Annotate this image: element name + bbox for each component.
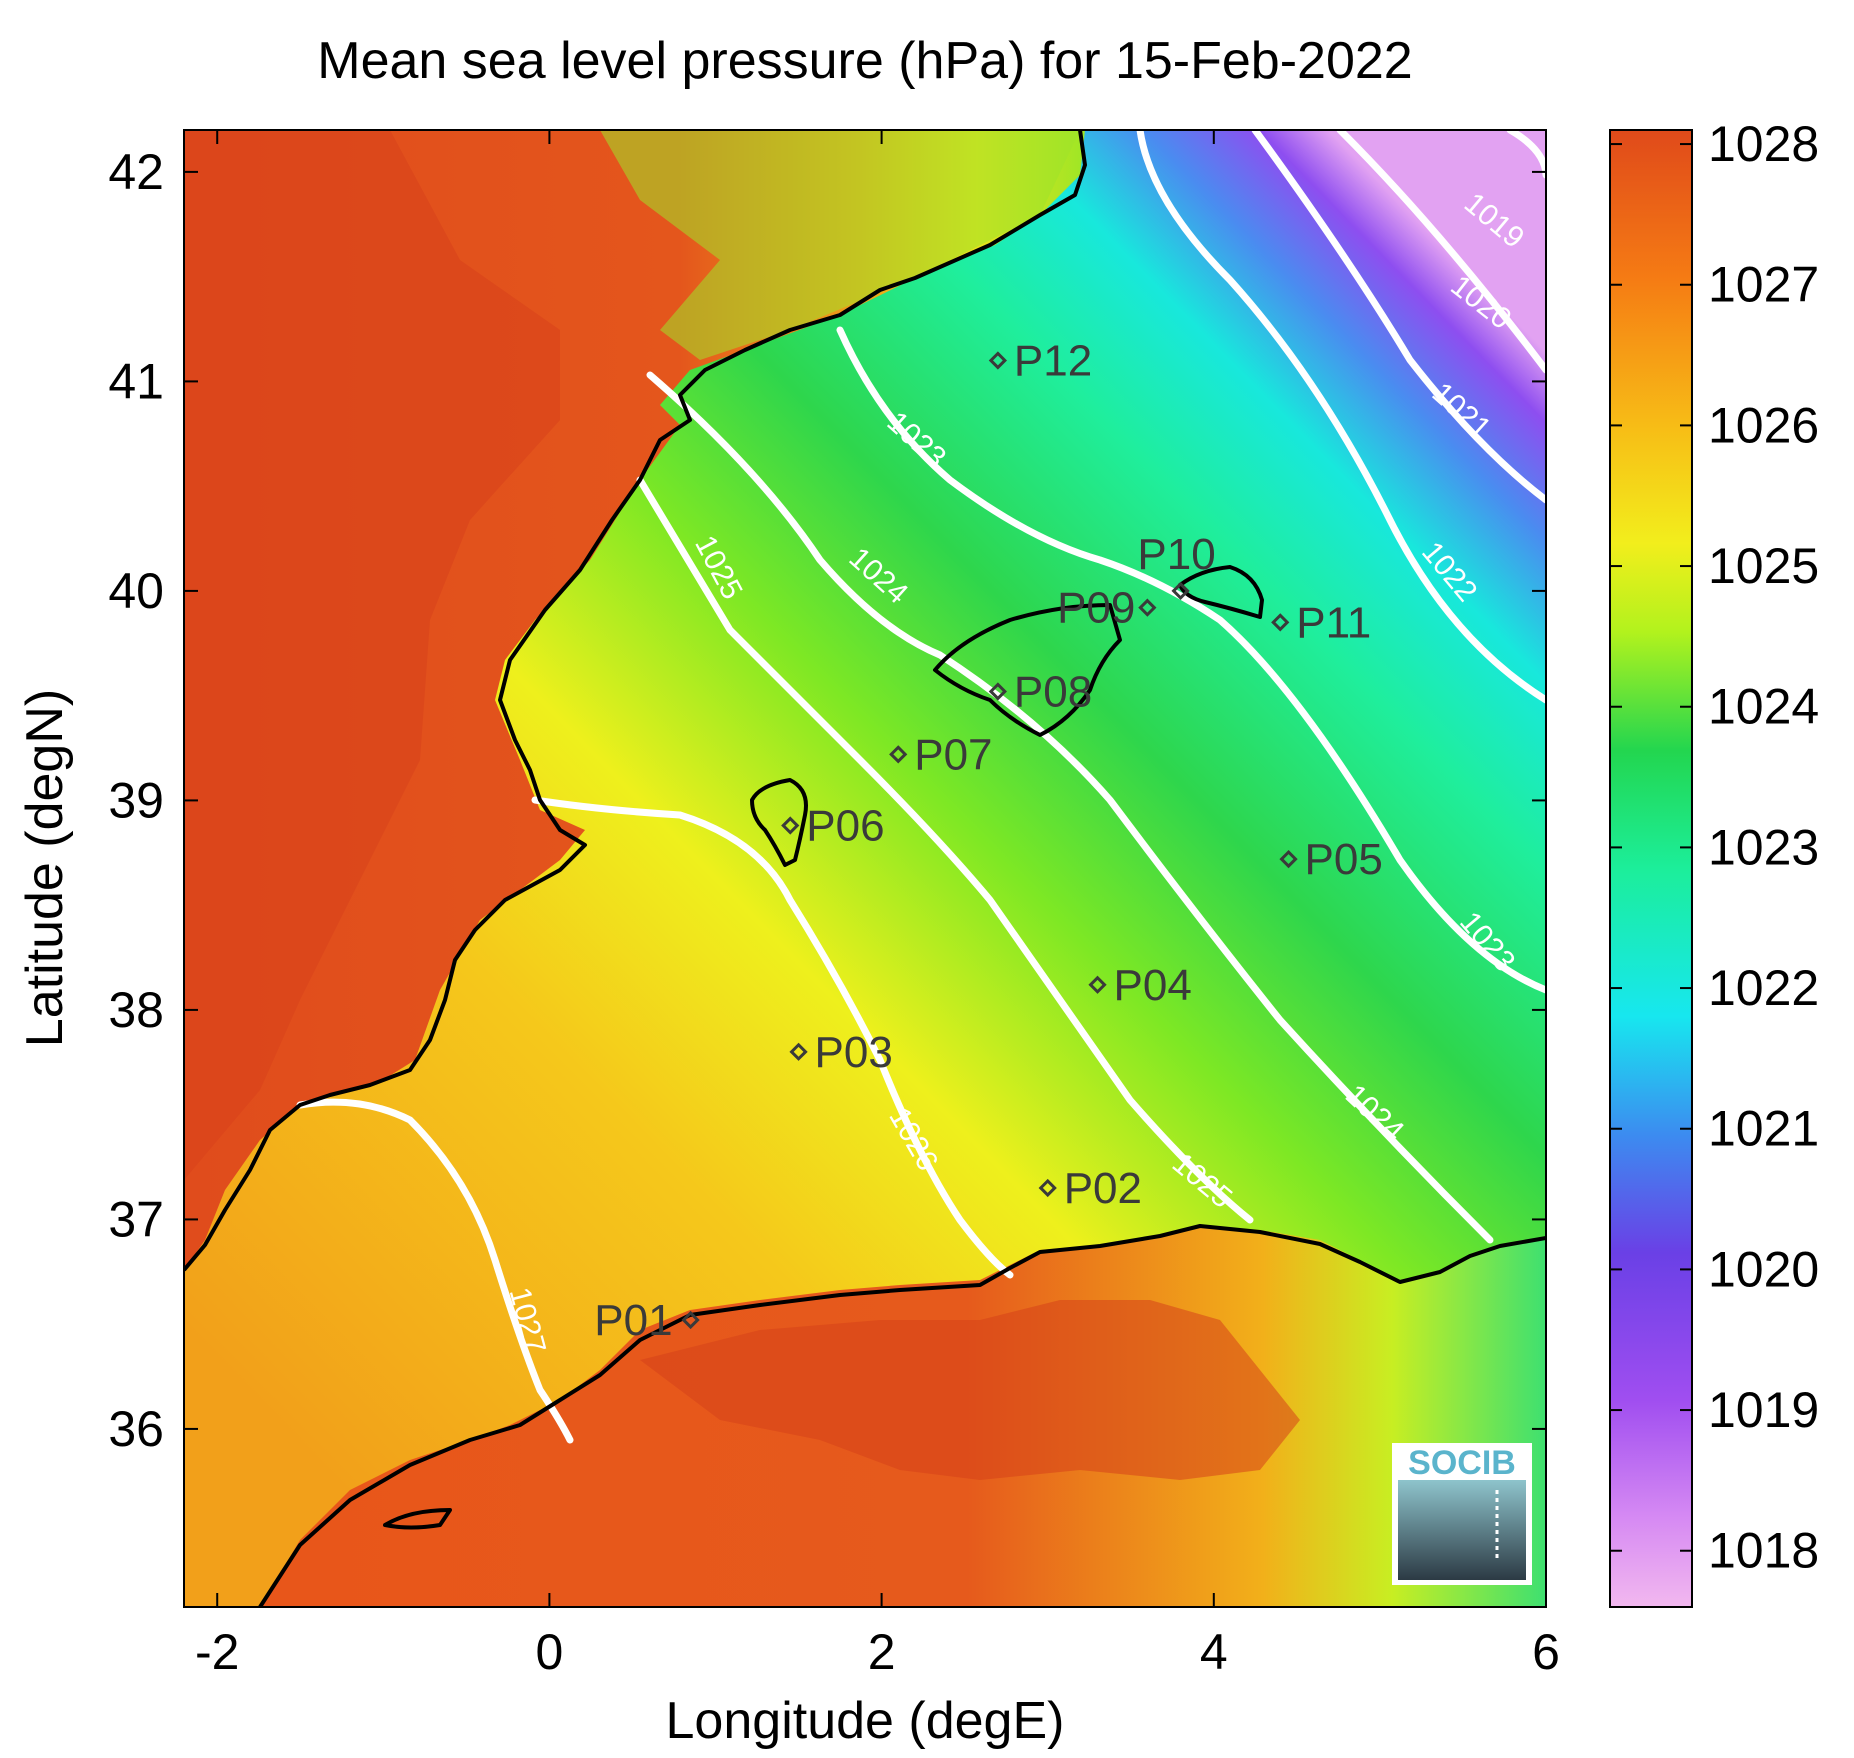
y-tick-label: 41 (108, 353, 164, 409)
coast-menorca (1178, 565, 1264, 619)
isobar-1027 (296, 1098, 574, 1444)
colorbar-tick-label: 1026 (1708, 397, 1819, 453)
coast-ibiza (750, 778, 808, 867)
colorbar: 1018 1019 1020 1021 1022 1023 1024 1025 1026 1027… (1609, 116, 1819, 1608)
station-marker (1271, 613, 1290, 632)
x-axis-label: Longitude (degE) (666, 1692, 1065, 1750)
y-tick-label: 36 (108, 1401, 164, 1457)
colorbar-tick-label: 1024 (1708, 679, 1819, 735)
station-label: P06 (806, 802, 884, 851)
station-label: P01 (594, 1296, 672, 1345)
coastlines (184, 130, 1546, 1607)
station-marker (1038, 1178, 1057, 1198)
coast-mallorca (933, 603, 1122, 737)
isobar-1020 (1336, 130, 1546, 374)
colorbar-tick-label: 1028 (1708, 116, 1819, 172)
station-marker (1279, 849, 1298, 869)
africa-dark-relief (640, 1300, 1300, 1480)
station-label: P02 (1064, 1164, 1142, 1213)
y-tick-label: 38 (108, 982, 164, 1038)
y-tick-label: 40 (108, 563, 164, 619)
y-tick-label: 42 (108, 144, 164, 200)
map-area: 1019 1020 1021 1022 1023 1023 1023 1024 … (184, 130, 1546, 1607)
colorbar-tick-label: 1027 (1708, 257, 1819, 313)
coast-africa (258, 1224, 1546, 1607)
y-axis-label: Latitude (degN) (16, 689, 74, 1047)
chart-title: Mean sea level pressure (hPa) for 15-Feb… (317, 32, 1412, 90)
coast-spain (184, 130, 1087, 1272)
isobar-1022 (1136, 130, 1546, 704)
x-tick-label: 4 (1200, 1624, 1228, 1680)
station-label: P09 (1057, 584, 1135, 633)
station-marker (781, 816, 800, 835)
x-axis: -2 0 2 4 6 (195, 130, 1560, 1680)
colorbar-tick-label: 1020 (1708, 1241, 1819, 1297)
station-label: P05 (1305, 835, 1383, 884)
x-tick-label: 2 (868, 1624, 896, 1680)
station-marker (988, 351, 1008, 370)
highland-shade (600, 130, 1080, 360)
station-label: P07 (914, 730, 992, 779)
isobar-1025 (636, 476, 1254, 1224)
station-label: P08 (1014, 667, 1092, 716)
station-marker (889, 745, 908, 764)
colorbar-tick-label: 1023 (1708, 819, 1819, 875)
station-marker (1088, 975, 1107, 994)
y-axis: 36 37 38 39 40 41 42 (108, 144, 1546, 1457)
isobar-1024 (646, 371, 1494, 1244)
station-marker (1171, 581, 1190, 601)
map-frame (183, 129, 1547, 1608)
station-marker (988, 682, 1008, 701)
isobar-1021 (1251, 130, 1546, 504)
station-marker (789, 1042, 808, 1061)
isobar-1023-north (836, 326, 1546, 994)
colorbar-tick-label: 1021 (1708, 1101, 1819, 1157)
colorbar-tick-label: 1018 (1708, 1523, 1819, 1579)
station-label: P03 (815, 1028, 893, 1077)
colorbar-tick-label: 1025 (1708, 538, 1819, 594)
colorbar-gradient (1609, 129, 1693, 1608)
x-tick-label: 0 (536, 1624, 564, 1680)
socib-logo-text: SOCIB (1408, 1444, 1516, 1482)
station-label: P04 (1114, 961, 1192, 1010)
colorbar-tick-label: 1022 (1708, 960, 1819, 1016)
station-label: P10 (1137, 530, 1215, 579)
socib-logo: SOCIB (1392, 1443, 1532, 1585)
colorbar-ticks: 1018 1019 1020 1021 1022 1023 1024 1025 1026 1027… (1610, 116, 1819, 1579)
station-marker (1138, 598, 1157, 617)
inland-ridge-shade (184, 130, 560, 1180)
isobars (296, 130, 1546, 1444)
y-tick-label: 39 (108, 772, 164, 828)
x-tick-label: 6 (1532, 1624, 1560, 1680)
isobar-1026 (531, 796, 1014, 1279)
x-tick-label: -2 (195, 1624, 239, 1680)
coast-alboran (383, 1508, 452, 1530)
colorbar-tick-label: 1019 (1708, 1382, 1819, 1438)
station-marker (681, 1310, 700, 1330)
station-label: P12 (1014, 336, 1092, 385)
y-tick-label: 37 (108, 1191, 164, 1247)
station-label: P11 (1296, 598, 1371, 647)
